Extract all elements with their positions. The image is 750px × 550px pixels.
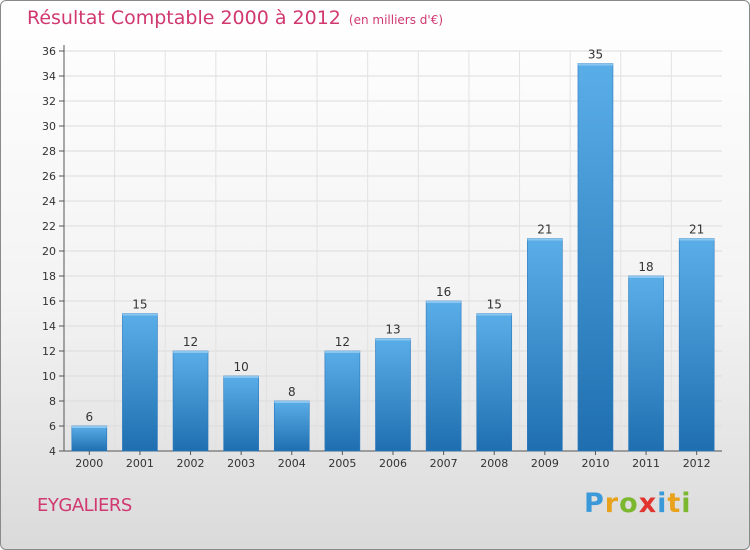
x-tick-label-2000: 2000: [75, 457, 103, 470]
logo-letter-o: o: [619, 488, 639, 519]
value-label-2002: 12: [183, 335, 198, 349]
y-tick-label: 32: [42, 95, 56, 108]
x-tick-label-2007: 2007: [430, 457, 458, 470]
bar-highlight: [324, 351, 360, 353]
bar-2006[interactable]: [375, 338, 411, 452]
bar-2002[interactable]: [172, 350, 209, 452]
bars: [71, 63, 715, 452]
value-label-2010: 35: [588, 48, 603, 62]
y-tick-label: 36: [42, 45, 56, 58]
value-label-2009: 21: [537, 223, 552, 237]
bar-2003[interactable]: [223, 375, 259, 452]
value-label-2005: 12: [335, 335, 350, 349]
y-tick-label: 8: [49, 395, 56, 408]
bar-highlight: [527, 238, 563, 241]
value-label-2000: 6: [85, 410, 93, 424]
x-tick-label-2003: 2003: [227, 457, 255, 470]
y-tick-label: 22: [42, 220, 56, 233]
x-tick-label-2008: 2008: [480, 457, 508, 470]
y-tick-label: 34: [42, 70, 56, 83]
commune-name: EYGALIERS: [37, 495, 132, 516]
value-label-2001: 15: [132, 298, 147, 312]
proxiti-logo[interactable]: Proxiti: [584, 488, 692, 519]
x-tick-label-2005: 2005: [328, 457, 356, 470]
x-tick-label-2009: 2009: [531, 457, 559, 470]
bar-highlight: [122, 313, 158, 316]
y-tick-label: 30: [42, 120, 56, 133]
labels: 4 6 8 10 12 14 16 18 20 22 24 26 28 30 32 34 36 6 2000 15 20…: [42, 45, 711, 470]
title-unit: (en milliers d'€): [348, 13, 444, 27]
logo-letter-t: t: [667, 488, 682, 519]
x-tick-label-2001: 2001: [126, 457, 154, 470]
value-label-2006: 13: [385, 323, 400, 337]
x-tick-label-2002: 2002: [177, 457, 205, 470]
y-tick-label: 6: [49, 420, 56, 433]
value-label-2004: 8: [288, 385, 296, 399]
x-tick-label-2012: 2012: [683, 457, 711, 470]
bar-highlight: [426, 301, 462, 303]
y-tick-label: 26: [42, 170, 56, 183]
y-tick-label: 12: [42, 345, 56, 358]
chart-title: Résultat Comptable 2000 à 2012 (en millie…: [27, 7, 443, 29]
logo-letter-r: r: [604, 488, 620, 519]
y-tick-label: 20: [42, 245, 56, 258]
y-tick-label: 10: [42, 370, 56, 383]
x-tick-label-2006: 2006: [379, 457, 407, 470]
logo-letter-x: x: [638, 488, 658, 519]
title-text: Résultat Comptable 2000 à 2012: [27, 7, 341, 29]
y-tick-label: 14: [42, 320, 56, 333]
value-label-2003: 10: [234, 360, 249, 374]
y-tick-label: 16: [42, 295, 56, 308]
bar-highlight: [679, 238, 715, 241]
value-label-2007: 16: [436, 285, 451, 299]
value-label-2012: 21: [689, 223, 704, 237]
y-tick-label: 28: [42, 145, 56, 158]
x-tick-label-2011: 2011: [632, 457, 660, 470]
x-tick-label-2004: 2004: [278, 457, 306, 470]
logo-letter-p: P: [584, 488, 605, 519]
bar-2000[interactable]: [71, 425, 108, 452]
bar-2007[interactable]: [425, 300, 462, 452]
bar-highlight: [71, 426, 107, 428]
y-tick-label: 4: [49, 445, 56, 458]
bar-highlight: [223, 376, 259, 378]
y-tick-label: 24: [42, 195, 56, 208]
bar-highlight: [476, 313, 512, 316]
logo-letter-i: i: [657, 488, 668, 519]
x-tick-label-2010: 2010: [581, 457, 609, 470]
bar-2010[interactable]: [577, 63, 614, 452]
value-label-2008: 15: [487, 298, 502, 312]
bar-2004[interactable]: [273, 400, 310, 452]
bar-2009[interactable]: [527, 238, 563, 452]
bar-highlight: [628, 276, 664, 278]
bar-highlight: [274, 401, 310, 403]
bar-highlight: [173, 351, 209, 353]
bar-2008[interactable]: [476, 313, 513, 452]
bar-2001[interactable]: [122, 313, 158, 452]
logo-letter-i2: i: [681, 488, 692, 519]
bar-highlight: [375, 338, 411, 341]
bar-2012[interactable]: [678, 238, 715, 452]
bar-2011[interactable]: [628, 275, 664, 452]
y-tick-label: 18: [42, 270, 56, 283]
value-label-2011: 18: [638, 260, 653, 274]
bar-2005[interactable]: [324, 350, 361, 452]
bar-highlight: [577, 63, 613, 66]
